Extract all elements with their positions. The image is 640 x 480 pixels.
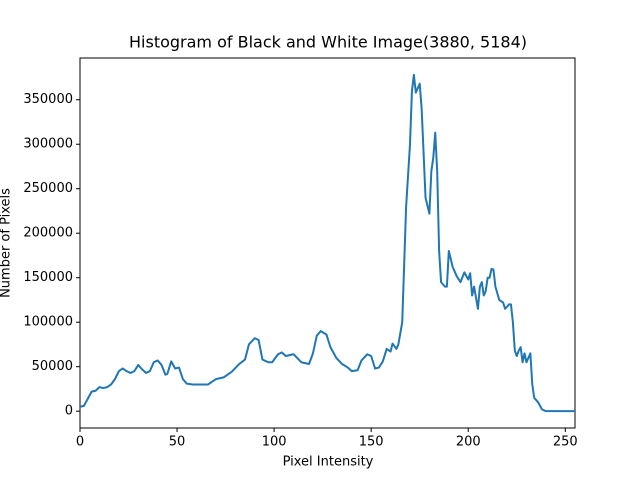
- y-tick-label: 200000: [23, 226, 73, 241]
- x-tick-label: 100: [262, 435, 287, 450]
- x-tick-label: 250: [553, 435, 578, 450]
- x-tick-label: 50: [169, 435, 186, 450]
- data-line: [79, 73, 575, 413]
- x-tick-label: 200: [456, 435, 481, 450]
- x-axis-label: Pixel Intensity: [283, 455, 374, 470]
- y-tick-label: 300000: [23, 137, 73, 152]
- y-tick-label: 250000: [23, 181, 73, 196]
- chart-title: Histogram of Black and White Image(3880,…: [129, 33, 527, 52]
- x-tick-label: 150: [359, 435, 384, 450]
- y-tick-label: 150000: [23, 270, 73, 285]
- y-axis-label: Number of Pixels: [0, 188, 14, 298]
- y-tick-label: 0: [65, 404, 73, 419]
- y-tick-label: 50000: [32, 359, 73, 374]
- axes-frame: [79, 57, 576, 429]
- y-tick-label: 100000: [23, 315, 73, 330]
- x-tick-label: 0: [76, 435, 84, 450]
- y-tick-label: 350000: [23, 92, 73, 107]
